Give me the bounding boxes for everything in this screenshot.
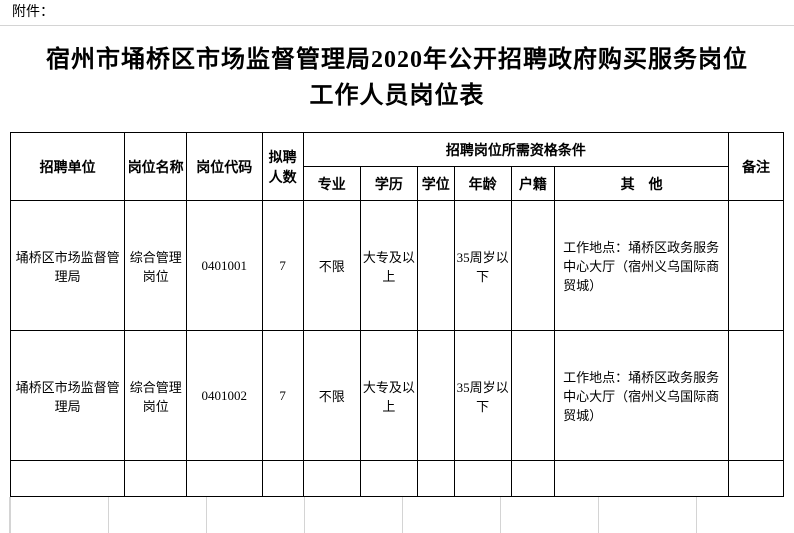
attachment-label: 附件： xyxy=(12,5,54,20)
cell-empty xyxy=(262,461,303,497)
cell-position-code: 0401002 xyxy=(187,331,262,461)
cell-unit: 埇桥区市场监督管理局 xyxy=(11,331,125,461)
cell-registration xyxy=(511,331,554,461)
cell-empty xyxy=(11,461,125,497)
cell-major: 不限 xyxy=(303,201,360,331)
cell-degree xyxy=(417,201,454,331)
cell-empty xyxy=(729,461,784,497)
position-table: 招聘单位 岗位名称 岗位代码 拟聘人数 招聘岗位所需资格条件 备注 专业 学历 … xyxy=(10,132,784,497)
table-row: 埇桥区市场监督管理局 综合管理岗位 0401002 7 不限 大专及以上 35周… xyxy=(11,331,784,461)
cell-education: 大专及以上 xyxy=(360,331,417,461)
cell-empty xyxy=(187,461,262,497)
attachment-label-row: 附件： xyxy=(0,0,794,26)
cell-education: 大专及以上 xyxy=(360,201,417,331)
cell-remark xyxy=(729,201,784,331)
cell-empty xyxy=(417,461,454,497)
cell-empty xyxy=(454,461,511,497)
cell-age: 35周岁以下 xyxy=(454,331,511,461)
cell-empty xyxy=(360,461,417,497)
col-header-position-name: 岗位名称 xyxy=(125,133,187,201)
col-header-remark: 备注 xyxy=(729,133,784,201)
cell-age: 35周岁以下 xyxy=(454,201,511,331)
cell-empty xyxy=(125,461,187,497)
col-header-unit: 招聘单位 xyxy=(11,133,125,201)
title-block: 宿州市埇桥区市场监督管理局2020年公开招聘政府购买服务岗位工作人员岗位表 xyxy=(0,26,794,132)
cell-count: 7 xyxy=(262,331,303,461)
cell-registration xyxy=(511,201,554,331)
cell-empty xyxy=(303,461,360,497)
cell-other: 工作地点：埇桥区政务服务中心大厅（宿州义乌国际商贸城） xyxy=(555,331,729,461)
col-header-qualification-group: 招聘岗位所需资格条件 xyxy=(303,133,728,167)
col-header-count: 拟聘人数 xyxy=(262,133,303,201)
cell-remark xyxy=(729,331,784,461)
sheet-content: 附件： 宿州市埇桥区市场监督管理局2020年公开招聘政府购买服务岗位工作人员岗位… xyxy=(0,0,794,497)
col-header-position-code: 岗位代码 xyxy=(187,133,262,201)
cell-major: 不限 xyxy=(303,331,360,461)
cell-unit: 埇桥区市场监督管理局 xyxy=(11,201,125,331)
cell-position-name: 综合管理岗位 xyxy=(125,201,187,331)
col-header-major: 专业 xyxy=(303,167,360,201)
table-row-empty xyxy=(11,461,784,497)
col-header-other: 其 他 xyxy=(555,167,729,201)
table-row: 埇桥区市场监督管理局 综合管理岗位 0401001 7 不限 大专及以上 35周… xyxy=(11,201,784,331)
col-header-education: 学历 xyxy=(360,167,417,201)
cell-empty xyxy=(511,461,554,497)
cell-count: 7 xyxy=(262,201,303,331)
cell-position-code: 0401001 xyxy=(187,201,262,331)
col-header-registration: 户籍 xyxy=(511,167,554,201)
page-title: 宿州市埇桥区市场监督管理局2020年公开招聘政府购买服务岗位工作人员岗位表 xyxy=(40,42,754,114)
col-header-degree: 学位 xyxy=(417,167,454,201)
cell-other: 工作地点：埇桥区政务服务中心大厅（宿州义乌国际商贸城） xyxy=(555,201,729,331)
table-header-row-1: 招聘单位 岗位名称 岗位代码 拟聘人数 招聘岗位所需资格条件 备注 xyxy=(11,133,784,167)
col-header-age: 年龄 xyxy=(454,167,511,201)
cell-empty xyxy=(555,461,729,497)
cell-position-name: 综合管理岗位 xyxy=(125,331,187,461)
cell-degree xyxy=(417,331,454,461)
